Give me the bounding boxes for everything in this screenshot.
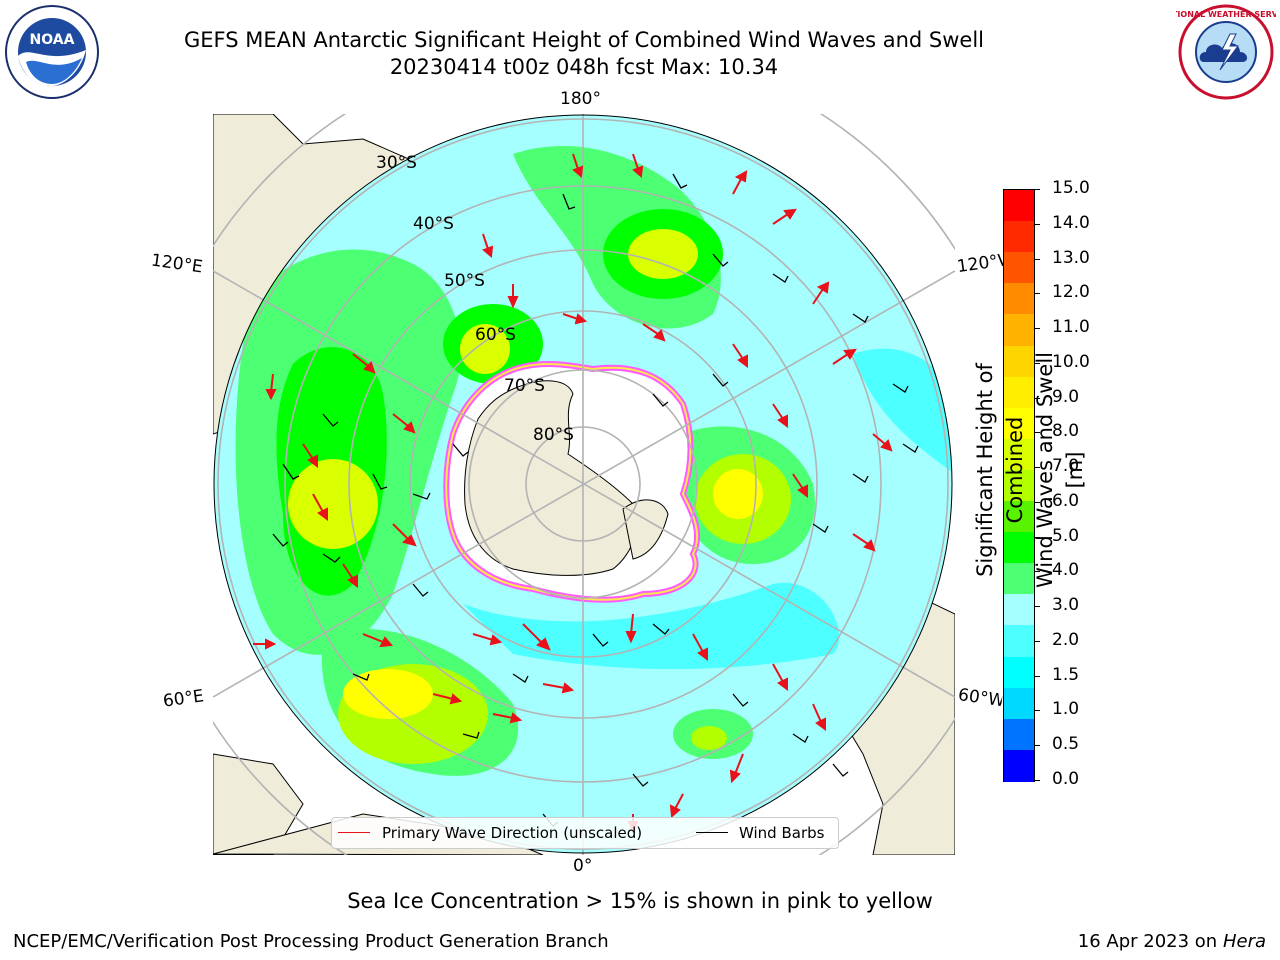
colorbar-tick-label: 0.0 <box>1052 769 1080 789</box>
map-legend: Primary Wave Direction (unscaled) Wind B… <box>331 817 839 849</box>
lon-label-120w: 120°W <box>955 250 1005 278</box>
lon-label-60w: 60°W <box>956 685 1004 711</box>
colorbar-tick-label: 15.0 <box>1052 178 1090 198</box>
colorbar-segment <box>1004 532 1034 564</box>
noaa-logo: NOAA <box>5 5 99 99</box>
chart-subtitle: 20230414 t00z 048h fcst Max: 10.34 <box>389 55 779 79</box>
colorbar-tick-mark <box>1034 223 1040 225</box>
colorbar-tick-mark <box>1034 780 1040 781</box>
colorbar-tick-label: 8.0 <box>1052 421 1080 442</box>
colorbar-tick-mark <box>1034 328 1040 330</box>
colorbar-segment <box>1004 314 1034 347</box>
colorbar-tick-mark <box>1034 536 1040 538</box>
colorbar-label: Significant Height of Combined Wind Wave… <box>970 340 1090 600</box>
footer-date: 16 Apr 2023 on Hera <box>1078 931 1266 952</box>
sea-ice-note: Sea Ice Concentration > 15% is shown in … <box>347 889 933 913</box>
colorbar-tick-mark <box>1034 571 1040 573</box>
footer-producer: NCEP/EMC/Verification Post Processing Pr… <box>13 931 609 952</box>
colorbar-tick-label: 10.0 <box>1052 351 1090 372</box>
legend-barb-swatch <box>696 832 728 833</box>
antarctica <box>443 361 701 603</box>
svg-text:NATIONAL WEATHER SERVICE: NATIONAL WEATHER SERVICE <box>1176 10 1276 19</box>
colorbar-tick-label: 12.0 <box>1052 282 1090 303</box>
colorbar-segment <box>1004 501 1034 533</box>
lat-label-30s: 30°S <box>376 153 417 173</box>
colorbar-tick-label: 6.0 <box>1052 490 1080 511</box>
footer-machine: Hera <box>1222 931 1266 952</box>
colorbar-tick-label: 11.0 <box>1052 317 1090 338</box>
colorbar-segment <box>1004 625 1034 658</box>
colorbar-tick-mark <box>1034 397 1040 399</box>
nws-logo: NATIONAL WEATHER SERVICE <box>1176 4 1276 100</box>
lat-label-60s: 60°S <box>475 325 516 345</box>
colorbar-tick-label: 1.0 <box>1052 699 1080 720</box>
lat-label-50s: 50°S <box>444 271 485 291</box>
colorbar-tick-label: 14.0 <box>1052 212 1090 233</box>
legend-barb-label: Wind Barbs <box>739 824 825 842</box>
colorbar-tick-label: 7.0 <box>1052 456 1080 477</box>
colorbar-tick-mark <box>1034 640 1040 642</box>
map-panel <box>213 114 955 855</box>
noaa-logo-text: NOAA <box>30 32 75 48</box>
colorbar-segment <box>1004 190 1034 222</box>
colorbar-tick-mark <box>1034 432 1040 434</box>
colorbar-tick-mark <box>1034 467 1040 469</box>
chart-title: GEFS MEAN Antarctic Significant Height o… <box>183 28 985 52</box>
footer-date-text: 16 Apr 2023 on <box>1077 931 1223 952</box>
colorbar-segment <box>1004 438 1034 471</box>
colorbar-tick-mark <box>1034 189 1040 190</box>
colorbar-tick-mark <box>1034 362 1040 364</box>
lon-label-120e: 120°E <box>149 250 204 278</box>
colorbar-tick-label: 1.5 <box>1052 664 1080 685</box>
lon-label-60e: 60°E <box>161 686 206 712</box>
lat-label-80s: 80°S <box>533 425 574 445</box>
colorbar-tick-label: 3.0 <box>1052 595 1080 616</box>
lat-label-70s: 70°S <box>504 376 545 396</box>
colorbar-segment <box>1004 656 1034 689</box>
lon-label-0: 0° <box>573 856 593 876</box>
colorbar-segment <box>1004 376 1034 409</box>
colorbar-segment <box>1004 469 1034 502</box>
colorbar-segment <box>1004 283 1034 316</box>
colorbar-tick-label: 5.0 <box>1052 525 1080 546</box>
colorbar-tick-mark <box>1034 258 1040 260</box>
colorbar-tick-mark <box>1034 710 1040 712</box>
colorbar-tick-label: 13.0 <box>1052 247 1090 268</box>
lat-label-40s: 40°S <box>413 214 454 234</box>
legend-wave-swatch <box>338 832 370 833</box>
colorbar-tick-mark <box>1034 745 1040 747</box>
colorbar-segment <box>1004 252 1034 284</box>
colorbar-segment <box>1004 221 1034 253</box>
colorbar-tick-label: 0.5 <box>1052 734 1080 755</box>
colorbar-label-line2: Wind Waves and Swell [m] <box>1033 352 1087 588</box>
lon-label-180: 180° <box>560 89 601 109</box>
colorbar-tick-mark <box>1034 293 1040 295</box>
colorbar-tick-mark <box>1034 501 1040 503</box>
legend-wave-label: Primary Wave Direction (unscaled) <box>382 824 643 842</box>
colorbar-segment <box>1004 749 1034 782</box>
land-madagascar <box>213 753 304 855</box>
colorbar-tick-label: 9.0 <box>1052 386 1080 407</box>
colorbar-label-line1: Significant Height of Combined <box>973 363 1027 577</box>
colorbar-segment <box>1004 407 1034 440</box>
wave-direction-arrows <box>253 153 893 834</box>
colorbar-tick-mark <box>1034 606 1040 608</box>
colorbar <box>1003 189 1035 782</box>
colorbar-segment <box>1004 345 1034 378</box>
colorbar-segment <box>1004 563 1034 595</box>
graticule <box>213 114 955 855</box>
colorbar-segment <box>1004 687 1034 720</box>
colorbar-segment <box>1004 594 1034 627</box>
colorbar-segment <box>1004 718 1034 751</box>
colorbar-tick-label: 2.0 <box>1052 629 1080 650</box>
colorbar-tick-label: 4.0 <box>1052 560 1080 581</box>
colorbar-tick-mark <box>1034 675 1040 677</box>
